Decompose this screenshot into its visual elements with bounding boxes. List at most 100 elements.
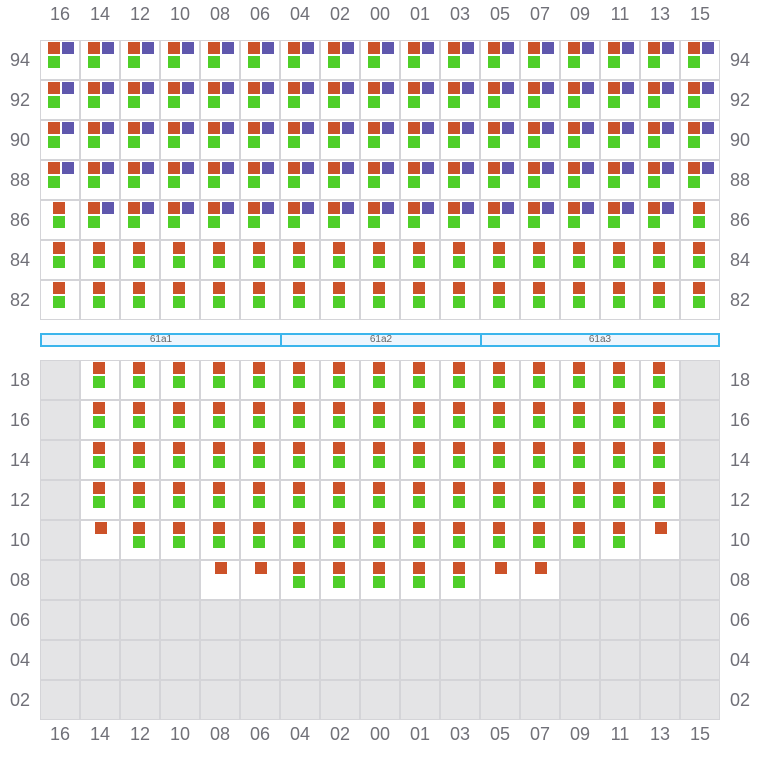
slot-cell[interactable] — [80, 80, 120, 120]
slot-cell[interactable] — [280, 200, 320, 240]
slot-cell[interactable] — [240, 40, 280, 80]
slot-cell[interactable] — [560, 40, 600, 80]
slot-cell[interactable] — [120, 40, 160, 80]
slot-cell[interactable] — [480, 200, 520, 240]
slot-cell[interactable] — [400, 160, 440, 200]
slot-cell[interactable] — [600, 160, 640, 200]
slot-cell[interactable] — [160, 80, 200, 120]
row-label-right: 12 — [729, 490, 751, 510]
slot-cell[interactable] — [320, 120, 360, 160]
slot-cell[interactable] — [440, 120, 480, 160]
slot-cell[interactable] — [400, 200, 440, 240]
slot-cell[interactable] — [360, 120, 400, 160]
slot-cell[interactable] — [320, 200, 360, 240]
slot-cell[interactable] — [680, 40, 720, 80]
slot-cell[interactable] — [480, 80, 520, 120]
slot-cell[interactable] — [640, 80, 680, 120]
slot-cell[interactable] — [400, 40, 440, 80]
slot-cell[interactable] — [120, 120, 160, 160]
slot-cell[interactable] — [520, 200, 560, 240]
slot-cell[interactable] — [360, 40, 400, 80]
slot-cell[interactable] — [240, 200, 280, 240]
slot-cell[interactable] — [440, 80, 480, 120]
slot-cell[interactable] — [560, 160, 600, 200]
slot-cell[interactable] — [520, 120, 560, 160]
slot-cell[interactable] — [200, 40, 240, 80]
slot-cell[interactable] — [280, 80, 320, 120]
slot-c-marker — [648, 176, 660, 188]
slot-cell[interactable] — [240, 80, 280, 120]
slot-cell[interactable] — [480, 160, 520, 200]
slot-cell[interactable] — [240, 160, 280, 200]
slot-cell[interactable] — [160, 40, 200, 80]
slot-cell[interactable] — [80, 40, 120, 80]
slot-cell[interactable] — [200, 80, 240, 120]
slot-cell[interactable] — [280, 40, 320, 80]
slot-cell[interactable] — [40, 160, 80, 200]
slot-cell[interactable] — [280, 120, 320, 160]
slot-cell[interactable] — [440, 40, 480, 80]
slot-c-marker — [368, 56, 380, 68]
slot-cell[interactable] — [240, 120, 280, 160]
slot-c-marker — [328, 96, 340, 108]
slot-cell[interactable] — [680, 120, 720, 160]
slot-cell[interactable] — [440, 560, 480, 600]
slot-cell[interactable] — [560, 200, 600, 240]
slot-cell[interactable] — [160, 120, 200, 160]
slot-cell[interactable] — [520, 80, 560, 120]
slot-c-marker — [253, 416, 265, 428]
slot-cell[interactable] — [440, 200, 480, 240]
slot-cell[interactable] — [520, 40, 560, 80]
slot-cell[interactable] — [400, 120, 440, 160]
slot-cell[interactable] — [560, 120, 600, 160]
section-banner[interactable]: 61a3 — [480, 333, 720, 347]
slot-cell[interactable] — [480, 40, 520, 80]
section-banner[interactable]: 61a2 — [280, 333, 482, 347]
slot-cell[interactable] — [400, 440, 440, 480]
slot-cell[interactable] — [680, 80, 720, 120]
slot-cell[interactable] — [600, 40, 640, 80]
slot-cell[interactable] — [600, 120, 640, 160]
slot-cell[interactable] — [200, 200, 240, 240]
slot-cell[interactable] — [160, 160, 200, 200]
slot-cell[interactable] — [640, 200, 680, 240]
slot-cell[interactable] — [80, 200, 120, 240]
slot-c-marker — [173, 536, 185, 548]
slot-cell[interactable] — [160, 200, 200, 240]
slot-cell[interactable] — [200, 160, 240, 200]
slot-cell[interactable] — [40, 40, 80, 80]
slot-cell[interactable] — [400, 80, 440, 120]
slot-cell[interactable] — [200, 120, 240, 160]
slot-cell[interactable] — [600, 80, 640, 120]
slot-c-marker — [373, 576, 385, 588]
slot-cell[interactable] — [440, 160, 480, 200]
slot-cell[interactable] — [560, 80, 600, 120]
section-banner[interactable]: 61a1 — [40, 333, 282, 347]
column-header-bottom: 06 — [249, 724, 271, 744]
slot-cell[interactable] — [640, 160, 680, 200]
slot-cell[interactable] — [120, 200, 160, 240]
row-label-left: 92 — [9, 90, 31, 110]
slot-cell[interactable] — [320, 40, 360, 80]
slot-cell[interactable] — [120, 160, 160, 200]
slot-cell[interactable] — [520, 160, 560, 200]
slot-c-marker — [213, 456, 225, 468]
slot-cell[interactable] — [680, 160, 720, 200]
slot-cell[interactable] — [480, 120, 520, 160]
slot-cell[interactable] — [120, 80, 160, 120]
slot-cell[interactable] — [320, 160, 360, 200]
slot-a-marker — [373, 242, 385, 254]
slot-cell[interactable] — [280, 160, 320, 200]
slot-cell[interactable] — [360, 80, 400, 120]
slot-cell[interactable] — [640, 120, 680, 160]
slot-cell[interactable] — [360, 200, 400, 240]
slot-cell[interactable] — [80, 120, 120, 160]
slot-cell[interactable] — [80, 160, 120, 200]
slot-a-marker — [255, 562, 267, 574]
slot-cell[interactable] — [320, 80, 360, 120]
slot-cell[interactable] — [40, 120, 80, 160]
slot-cell[interactable] — [640, 40, 680, 80]
slot-cell[interactable] — [360, 160, 400, 200]
slot-cell[interactable] — [40, 80, 80, 120]
slot-cell[interactable] — [600, 200, 640, 240]
